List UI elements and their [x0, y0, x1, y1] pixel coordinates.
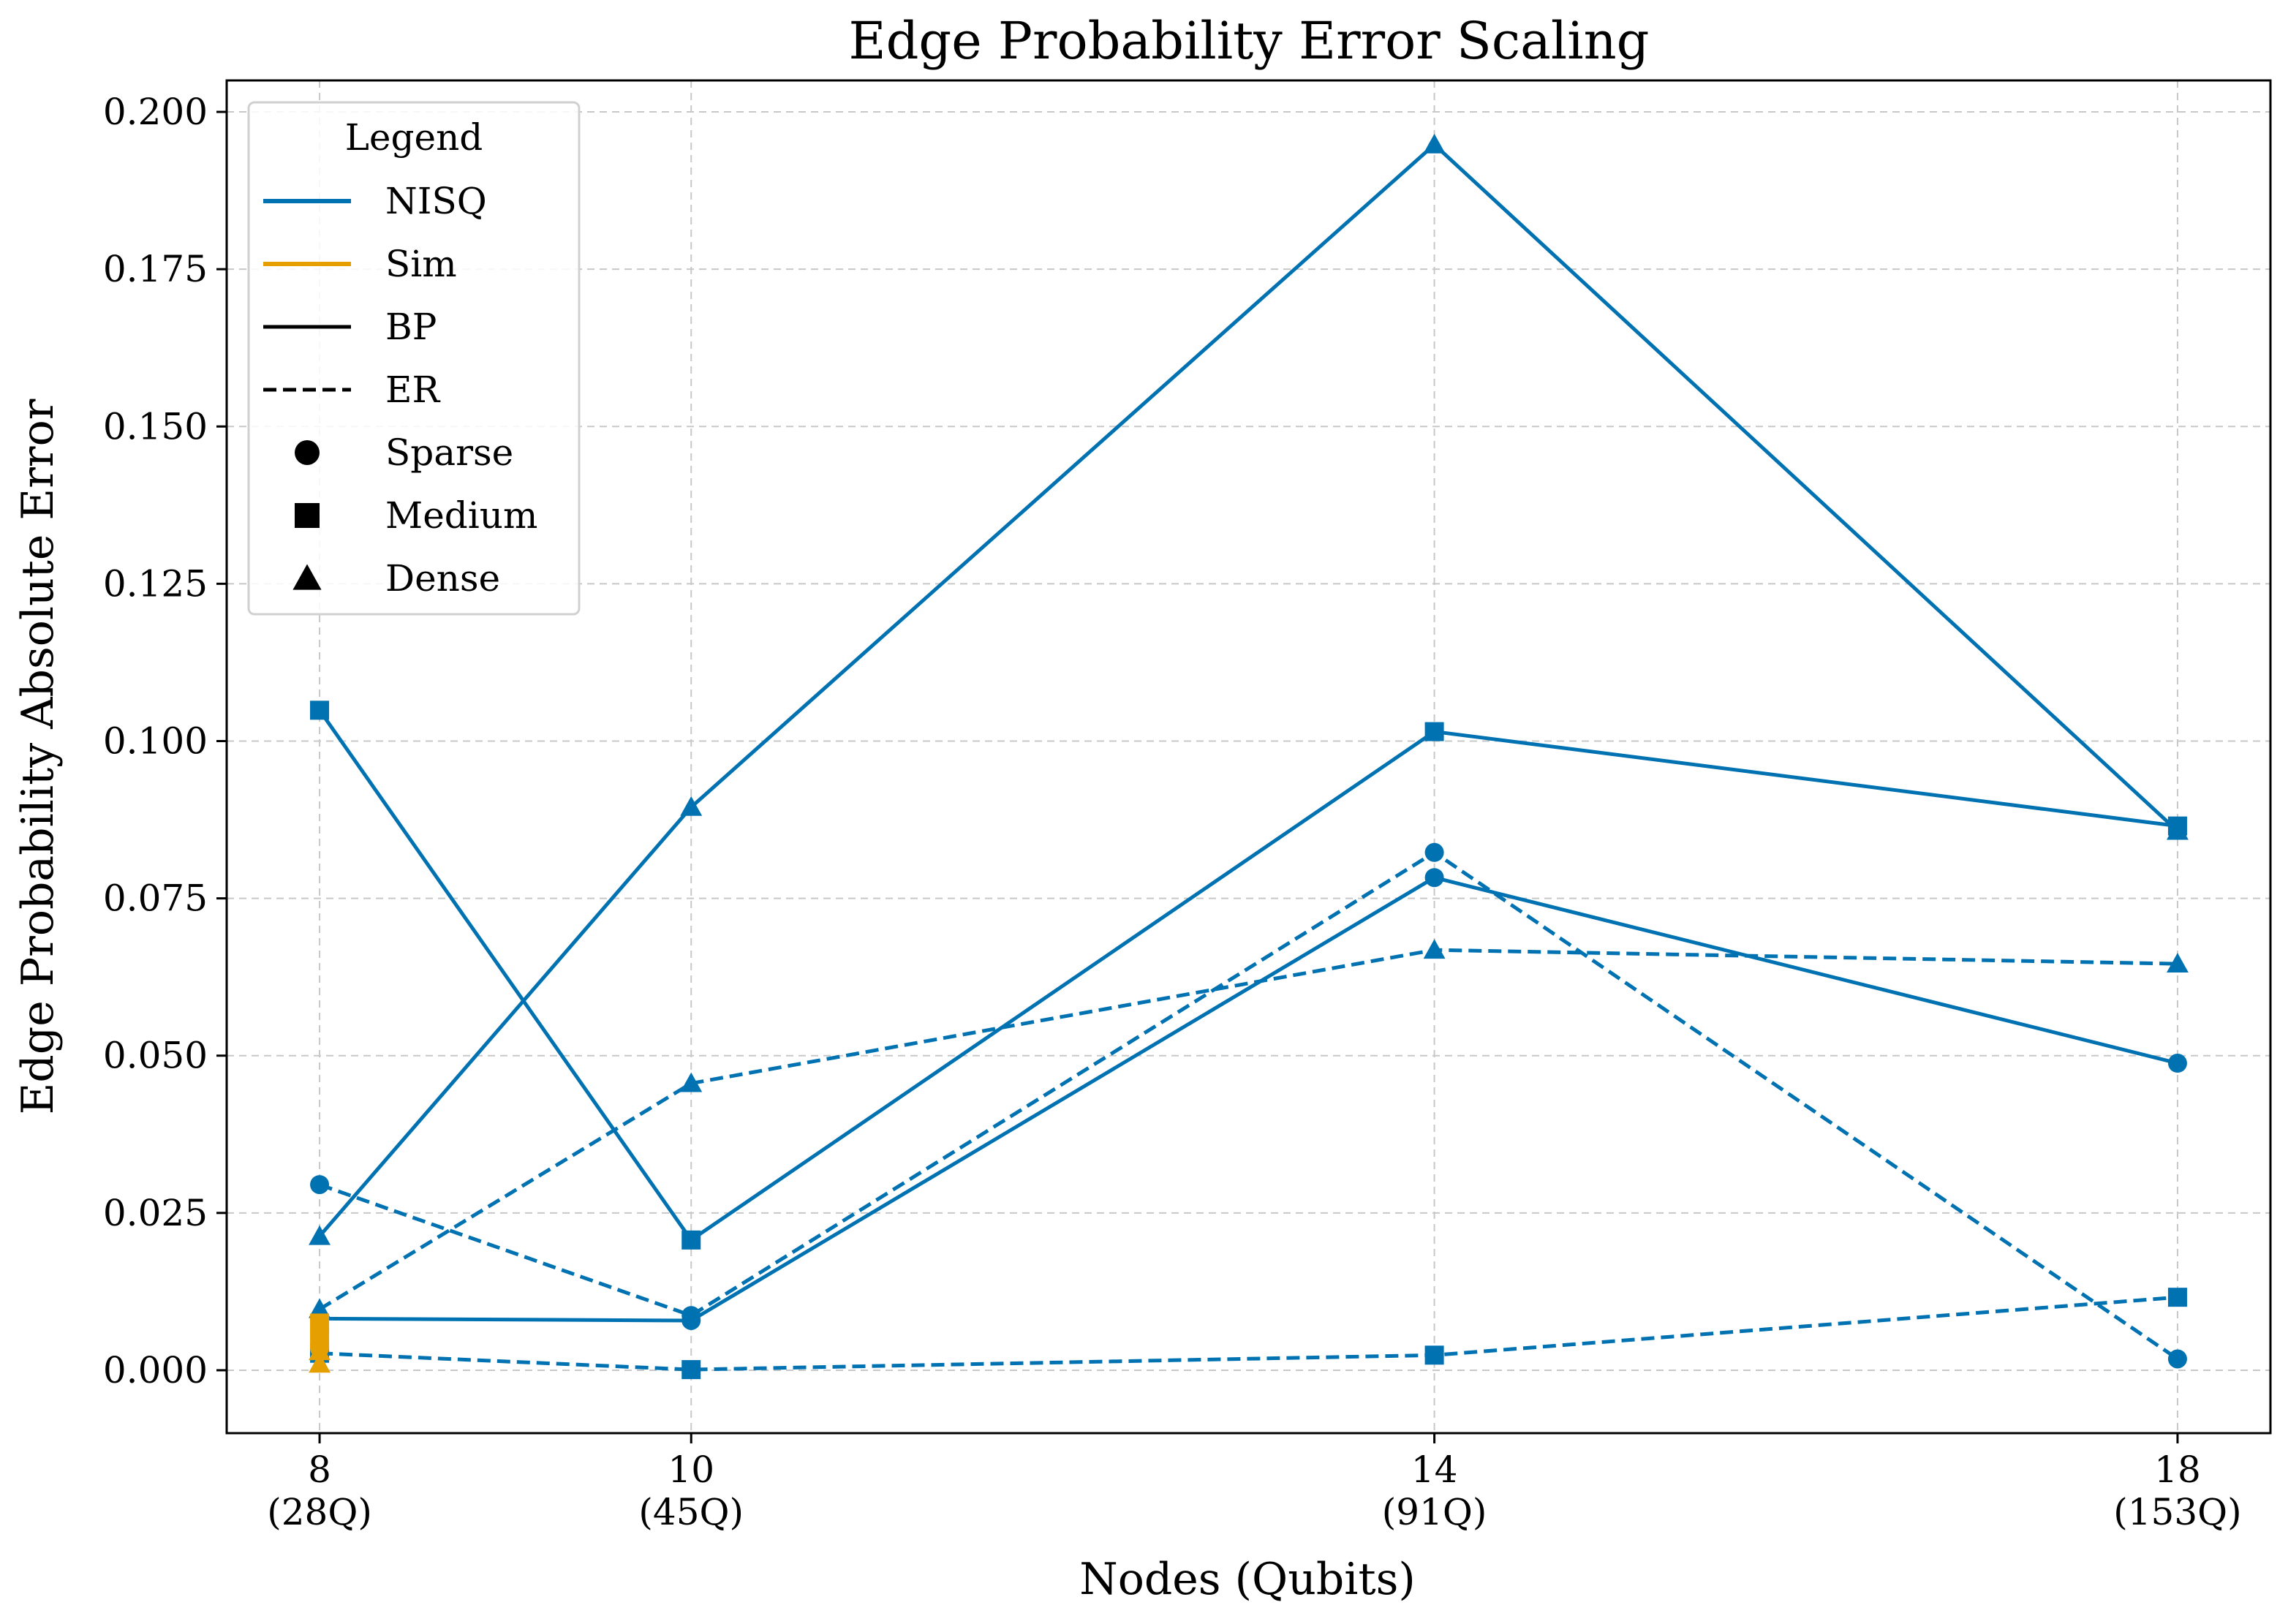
- legend-entries: NISQ Sim BP ER Sparse Medium Dense: [263, 180, 537, 600]
- series-line: [318, 143, 2179, 1238]
- y-tick-label: 0.050: [103, 1035, 208, 1077]
- legend-label: NISQ: [385, 180, 487, 222]
- data-point: [2167, 1288, 2187, 1307]
- x-tick-sublabel: (153Q): [2113, 1491, 2241, 1533]
- legend-entry-nisq: NISQ: [263, 180, 487, 222]
- legend-title: Legend: [345, 116, 483, 159]
- y-tick-label: 0.000: [103, 1349, 208, 1391]
- legend-label: Medium: [385, 494, 537, 537]
- data-point: [309, 1298, 331, 1318]
- y-tick-label: 0.200: [103, 91, 208, 133]
- legend-label: Dense: [385, 557, 500, 600]
- x-tick-sublabel: (28Q): [267, 1491, 372, 1533]
- data-point: [310, 1175, 330, 1195]
- data-point: [682, 1230, 701, 1250]
- series-line: [318, 948, 2178, 1311]
- series-line: [319, 1295, 2178, 1372]
- legend-box: [247, 101, 581, 616]
- legend-label: BP: [385, 306, 437, 348]
- data-point: [1423, 939, 1446, 959]
- legend-label: ER: [385, 369, 440, 411]
- legend-label: Sparse: [385, 431, 513, 474]
- legend-entry-sparse: Sparse: [295, 431, 513, 474]
- legend-entry-bp: BP: [263, 306, 437, 348]
- y-tick-label: 0.175: [103, 248, 208, 290]
- data-point: [680, 1072, 703, 1092]
- y-tick-label: 0.100: [103, 720, 208, 762]
- data-point: [682, 1360, 701, 1380]
- data-point: [1424, 722, 1444, 741]
- series-line: [317, 709, 2178, 1242]
- data-point: [2167, 820, 2189, 840]
- legend: Legend NISQ Sim BP ER Sparse Medium Dense: [247, 101, 581, 616]
- series-nisq-bp-dense: [309, 133, 2189, 1245]
- data-point: [310, 1329, 330, 1348]
- data-point: [1424, 868, 1444, 888]
- data-point: [2167, 1349, 2187, 1369]
- data-point: [680, 796, 703, 816]
- legend-entry-medium: Medium: [295, 494, 537, 537]
- data-point: [309, 1225, 331, 1245]
- data-point: [1424, 842, 1444, 862]
- data-point: [2167, 953, 2189, 973]
- y-tick-label: 0.075: [103, 877, 208, 920]
- x-tick-sublabel: (45Q): [638, 1491, 744, 1533]
- plot-frame: [225, 79, 2272, 1435]
- data-point: [1423, 133, 1446, 154]
- ticks-layer: 0.000 0.025 0.050 0.075 0.100 0.125 0.150 0.175…: [103, 91, 2242, 1533]
- data-point: [682, 1306, 701, 1326]
- y-tick-label: 0.125: [103, 562, 208, 605]
- legend-swatch: [295, 503, 320, 528]
- legend-swatch: [292, 564, 322, 590]
- data-point: [1424, 1345, 1444, 1365]
- data-point: [309, 1353, 331, 1373]
- legend-swatch: [295, 440, 320, 465]
- y-axis-title: Edge Probability Absolute Error: [12, 399, 64, 1114]
- series-line: [320, 875, 2178, 1323]
- series-nisq-er-sparse: [310, 842, 2187, 1369]
- series-nisq-er-medium: [310, 1288, 2187, 1380]
- series-sim-er-medium: [310, 1329, 330, 1348]
- y-tick-label: 0.025: [103, 1192, 208, 1234]
- data-point: [2167, 1054, 2187, 1073]
- x-tick-label: 8: [308, 1449, 331, 1491]
- series-line: [319, 850, 2179, 1361]
- series-layer: [309, 133, 2189, 1380]
- legend-entry-er: ER: [263, 369, 440, 411]
- x-tick-label: 18: [2154, 1449, 2201, 1491]
- x-axis-title: Nodes (Qubits): [1079, 1554, 1416, 1605]
- legend-entry-sim: Sim: [263, 243, 457, 285]
- data-point: [310, 700, 330, 720]
- x-tick-sublabel: (91Q): [1382, 1491, 1487, 1533]
- series-nisq-er-dense: [309, 939, 2189, 1318]
- legend-entry-dense: Dense: [292, 557, 500, 600]
- series-nisq-bp-medium: [310, 700, 2187, 1250]
- legend-label: Sim: [385, 243, 457, 285]
- x-tick-label: 10: [668, 1449, 714, 1491]
- series-sim-er-dense: [309, 1353, 331, 1373]
- chart-title: Edge Probability Error Scaling: [849, 11, 1650, 71]
- y-tick-label: 0.150: [103, 405, 208, 447]
- x-tick-label: 14: [1411, 1449, 1458, 1491]
